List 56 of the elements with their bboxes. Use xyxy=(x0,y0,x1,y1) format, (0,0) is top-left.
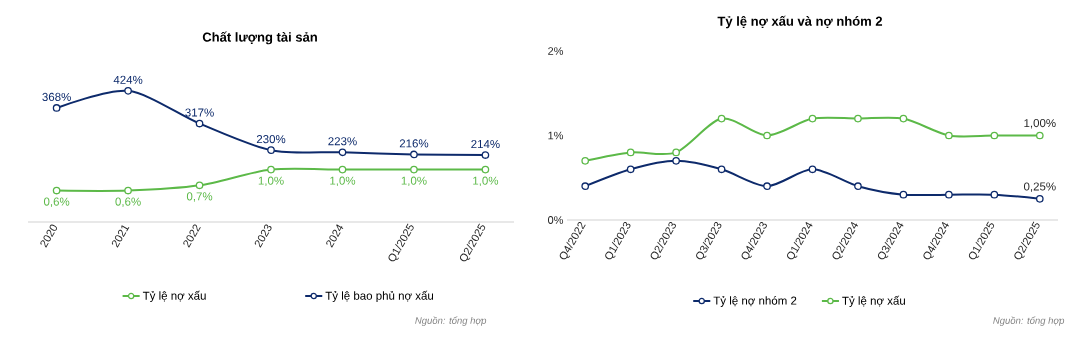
point xyxy=(338,148,347,157)
legend-label: Tỷ lệ nợ xấu xyxy=(142,290,206,303)
data-label: 0,6% xyxy=(115,197,141,208)
data-label: 1,0% xyxy=(258,176,284,187)
data-label: 216% xyxy=(399,139,429,148)
data-label: 1,00% xyxy=(1024,119,1056,129)
point xyxy=(899,114,908,123)
y-tick-label: 0% xyxy=(548,216,564,224)
data-label: 317% xyxy=(185,108,214,117)
point xyxy=(945,131,953,140)
point xyxy=(808,165,817,174)
data-label: 1,0% xyxy=(330,176,356,187)
point xyxy=(672,156,680,165)
point xyxy=(410,150,418,159)
data-label: 223% xyxy=(328,137,357,146)
data-label: 0,25% xyxy=(1023,182,1056,192)
point xyxy=(626,148,635,157)
point xyxy=(581,182,590,191)
point xyxy=(854,114,862,123)
legend-label: Tỷ lệ bao phủ nợ xấu xyxy=(325,290,434,303)
data-label: 1,0% xyxy=(473,176,499,187)
data-label: 0,7% xyxy=(186,192,213,202)
y-tick-label: 2% xyxy=(548,47,564,55)
point xyxy=(581,156,590,165)
data-label: 214% xyxy=(471,139,500,149)
data-label: 230% xyxy=(256,135,286,144)
point xyxy=(763,182,771,191)
point xyxy=(717,165,726,174)
chart-title: Chất lượng tài sản xyxy=(202,31,317,45)
point xyxy=(717,114,726,123)
y-tick-label: 1% xyxy=(548,131,564,140)
point xyxy=(672,148,680,157)
legend-label: Tỷ lệ nợ nhóm 2 xyxy=(713,295,797,307)
legend-label: Tỷ lệ nợ xấu xyxy=(842,295,905,308)
point xyxy=(124,86,132,95)
point xyxy=(1035,131,1044,140)
point xyxy=(481,151,490,159)
text: Nguồn: tổng hợp xyxy=(993,316,1065,326)
point xyxy=(854,182,862,191)
chart-title: Tỷ lệ nợ xấu và nợ nhóm 2 xyxy=(717,15,883,29)
point xyxy=(899,190,908,199)
text: Nguồn: tổng hợp xyxy=(415,316,487,326)
point xyxy=(990,131,999,140)
data-label: 0,6% xyxy=(43,197,70,208)
point xyxy=(626,165,635,174)
data-label: 1,0% xyxy=(401,176,427,187)
point xyxy=(808,114,817,123)
data-label: 368% xyxy=(42,92,71,101)
point xyxy=(195,119,204,128)
point xyxy=(52,104,61,112)
point xyxy=(763,131,771,140)
point xyxy=(267,146,275,155)
point xyxy=(990,190,999,199)
point xyxy=(945,190,953,199)
point xyxy=(1035,195,1044,203)
data-label: 424% xyxy=(113,75,143,84)
